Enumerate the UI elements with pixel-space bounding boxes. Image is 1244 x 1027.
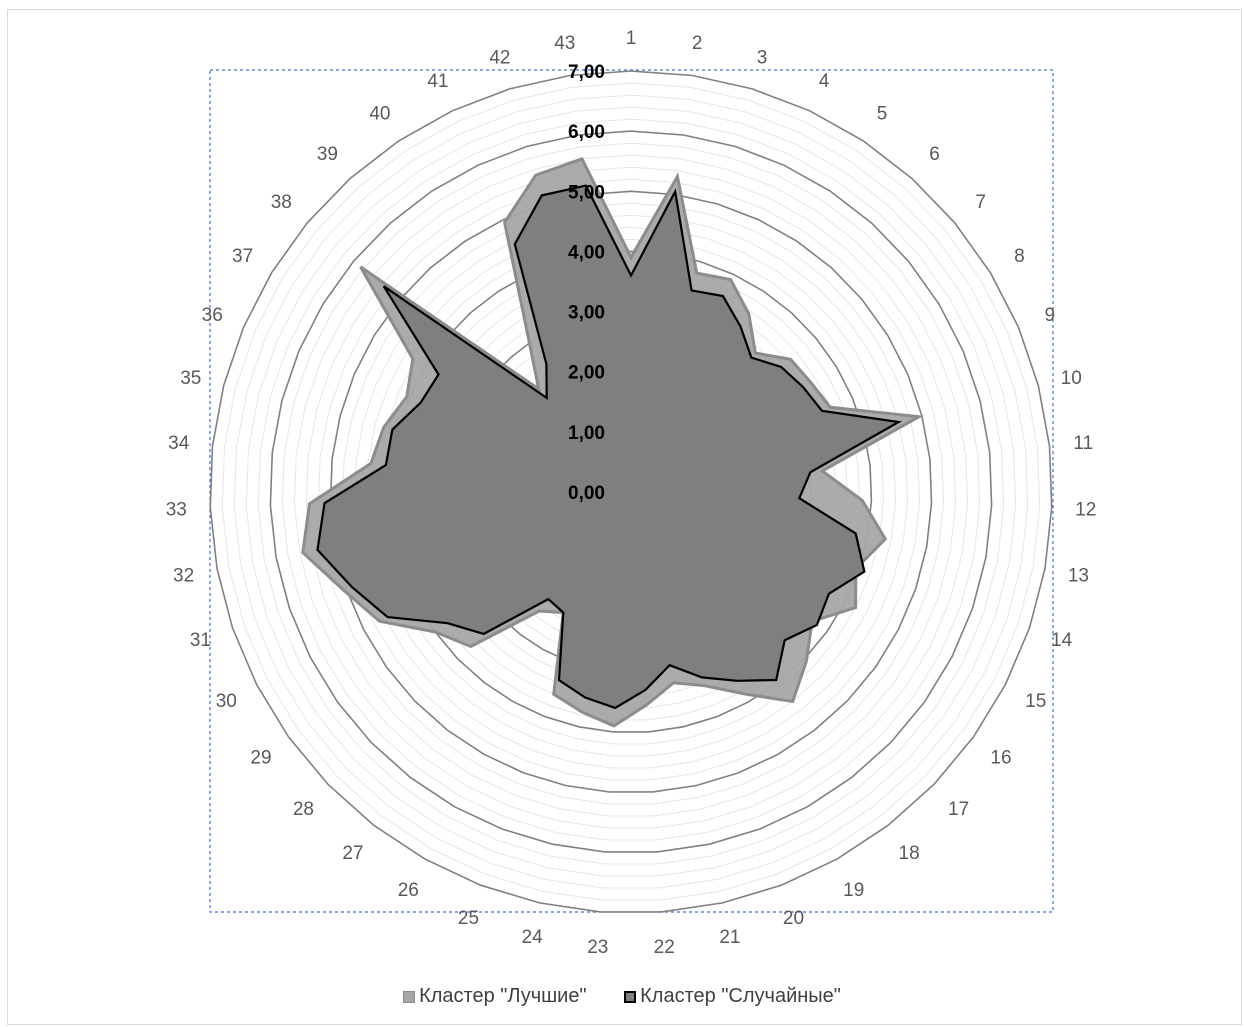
category-label: 6	[929, 144, 940, 165]
minor-gridline	[257, 118, 1005, 865]
category-label: 43	[554, 33, 575, 54]
category-label: 38	[271, 192, 292, 213]
minor-gridline	[353, 214, 909, 769]
legend: Кластер "Лучшие" Кластер "Случайные"	[0, 985, 1244, 1009]
category-label: 1	[626, 28, 637, 49]
legend-label-best: Кластер "Лучшие"	[419, 985, 587, 1007]
series-layer	[301, 156, 924, 728]
value-axis-tick-label: 1,00	[568, 423, 605, 444]
minor-gridline	[281, 142, 981, 841]
category-label: 37	[232, 246, 253, 267]
category-label: 22	[654, 937, 675, 958]
category-label: 32	[173, 566, 194, 587]
category-label: 41	[427, 71, 448, 92]
legend-swatch-random	[624, 990, 637, 1003]
category-label: 33	[166, 500, 187, 521]
category-label: 30	[216, 691, 237, 712]
category-label: 10	[1061, 368, 1082, 389]
value-axis-tick-label: 0,00	[568, 483, 605, 504]
value-axis-tick-label: 5,00	[568, 182, 605, 203]
category-label: 14	[1051, 630, 1073, 651]
category-label: 34	[168, 433, 190, 454]
category-label: 18	[899, 843, 920, 864]
category-label: 17	[948, 799, 969, 820]
value-axis-tick-label: 6,00	[568, 122, 605, 143]
legend-label-random: Кластер "Случайные"	[640, 985, 841, 1007]
category-label: 39	[317, 144, 338, 165]
category-label: 11	[1073, 433, 1093, 454]
category-label: 27	[342, 843, 363, 864]
category-label: 36	[202, 305, 223, 326]
category-label: 24	[522, 927, 544, 948]
minor-gridline	[365, 226, 897, 757]
category-labels: 1 234567891011121314151617181920212223242…	[166, 28, 1097, 958]
category-label: 42	[489, 47, 510, 68]
minor-gridline	[221, 82, 1041, 901]
value-axis-labels: 0,00 1,00 2,00 3,00 4,00 5,00 6,00 7,00	[568, 62, 605, 504]
legend-item-random: Кластер "Случайные"	[624, 985, 841, 1008]
value-axis-tick-label: 7,00	[568, 62, 605, 83]
category-label: 29	[250, 748, 271, 769]
category-label: 31	[190, 630, 211, 651]
legend-swatch-best	[403, 990, 416, 1003]
category-label: 28	[293, 799, 314, 820]
minor-gridline	[305, 166, 957, 817]
category-label: 40	[369, 104, 390, 125]
minor-gridline	[341, 202, 921, 781]
category-label: 8	[1014, 246, 1025, 267]
category-label: 23	[587, 937, 608, 958]
category-label: 5	[877, 104, 888, 125]
category-label: 12	[1075, 500, 1096, 521]
category-label: 13	[1068, 566, 1089, 587]
value-axis-tick-label: 2,00	[568, 363, 605, 384]
category-label: 35	[180, 368, 201, 389]
category-label: 21	[719, 927, 740, 948]
minor-gridline	[317, 178, 945, 805]
major-gridline	[329, 190, 933, 793]
category-label: 3	[757, 47, 768, 68]
category-label: 26	[398, 880, 419, 901]
category-label: 9	[1045, 305, 1056, 326]
category-label: 19	[843, 880, 864, 901]
minor-gridline	[245, 106, 1017, 877]
legend-item-best: Кластер "Лучшие"	[403, 985, 587, 1008]
category-label: 20	[783, 908, 804, 929]
value-axis-tick-label: 4,00	[568, 242, 605, 263]
minor-gridline	[293, 154, 969, 829]
value-axis-tick-label: 3,00	[568, 303, 605, 324]
category-label: 25	[458, 908, 479, 929]
major-gridline	[269, 130, 993, 853]
series-random-area	[316, 184, 903, 710]
category-label: 4	[819, 71, 830, 92]
minor-gridline	[233, 94, 1029, 889]
category-label: 15	[1025, 691, 1046, 712]
category-label: 16	[990, 748, 1011, 769]
category-label: 2	[692, 33, 703, 54]
major-gridline	[209, 70, 1053, 913]
category-label: 7	[975, 192, 986, 213]
